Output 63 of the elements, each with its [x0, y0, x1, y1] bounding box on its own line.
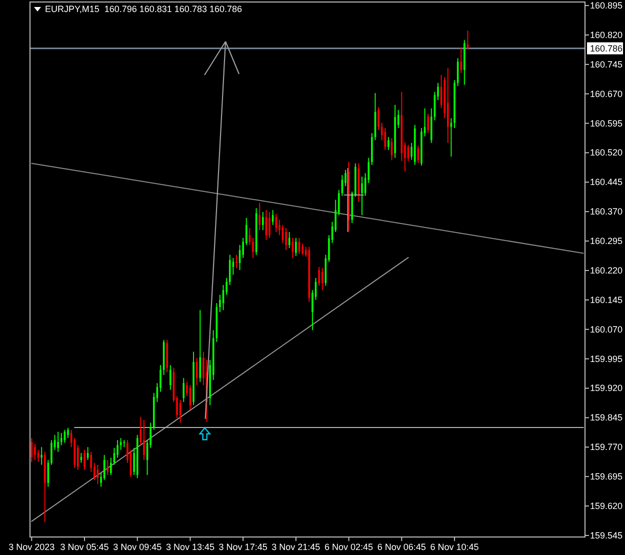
y-tick-label: 160.145 — [590, 294, 623, 305]
candlestick — [378, 106, 380, 130]
x-tick-label: 3 Nov 17:45 — [218, 542, 268, 552]
candlestick — [143, 420, 145, 461]
y-tick-label: 160.670 — [590, 88, 623, 99]
candlestick — [219, 294, 221, 313]
y-tick-label: 160.220 — [590, 265, 623, 276]
candlestick — [228, 254, 231, 286]
y-tick-label: 159.995 — [590, 354, 623, 364]
candlestick — [446, 67, 449, 144]
candlestick — [60, 432, 62, 446]
y-tick-label: 160.520 — [590, 148, 623, 158]
y-tick-label: 160.595 — [590, 118, 623, 128]
candlestick — [427, 113, 429, 134]
y-tick-label: 160.295 — [590, 236, 623, 246]
candlestick — [106, 460, 109, 476]
candlestick — [262, 211, 264, 231]
candlestick — [388, 136, 390, 150]
y-tick-label: 160.070 — [590, 324, 623, 334]
candlestick — [67, 427, 69, 439]
candlestick — [57, 431, 59, 452]
candlestick — [285, 228, 287, 251]
x-tick-label: 3 Nov 13:45 — [166, 542, 214, 552]
candlestick — [50, 440, 52, 466]
ref-line-label: 160.786 — [590, 43, 623, 54]
y-tick-label: 160.370 — [590, 206, 623, 217]
candlestick — [182, 378, 185, 402]
x-tick-label: 3 Nov 05:45 — [60, 542, 109, 552]
candlestick — [34, 443, 36, 461]
candlestick — [120, 438, 122, 450]
candlestick — [275, 213, 278, 233]
candlestick — [321, 268, 324, 291]
candlestick — [460, 47, 462, 74]
y-tick-label: 159.545 — [590, 530, 623, 540]
y-tick-label: 159.845 — [590, 412, 623, 423]
candlestick — [268, 211, 270, 238]
x-tick-label: 6 Nov 06:45 — [377, 542, 426, 552]
candlestick — [295, 237, 297, 256]
y-tick-label: 160.820 — [590, 30, 623, 40]
candlestick — [84, 449, 86, 470]
x-tick-label: 3 Nov 21:45 — [272, 542, 320, 552]
y-tick-label: 160.445 — [590, 177, 623, 188]
candlestick — [30, 438, 33, 463]
x-tick-label: 6 Nov 10:45 — [430, 542, 479, 552]
candlestick — [258, 202, 261, 231]
candlestick — [252, 237, 254, 258]
candlestick — [361, 176, 363, 216]
y-tick-label: 159.620 — [590, 500, 623, 511]
chart-title: EURJPY,M15 160.796 160.831 160.783 160.786 — [45, 4, 242, 14]
x-tick-label: 3 Nov 2023 — [8, 542, 55, 552]
candlestick — [169, 364, 172, 390]
y-tick-label: 159.920 — [590, 383, 623, 394]
candlestick — [292, 237, 294, 258]
x-tick-label: 3 Nov 09:45 — [113, 542, 162, 552]
x-tick-label: 6 Nov 02:45 — [324, 542, 374, 552]
y-tick-label: 159.770 — [590, 442, 623, 452]
candlestick — [318, 266, 320, 286]
candlestick — [199, 310, 202, 382]
y-tick-label: 159.695 — [590, 472, 623, 482]
candlestick — [40, 446, 42, 466]
candlestick — [302, 243, 304, 256]
y-tick-label: 160.745 — [590, 59, 623, 70]
y-tick-label: 160.895 — [590, 0, 623, 11]
